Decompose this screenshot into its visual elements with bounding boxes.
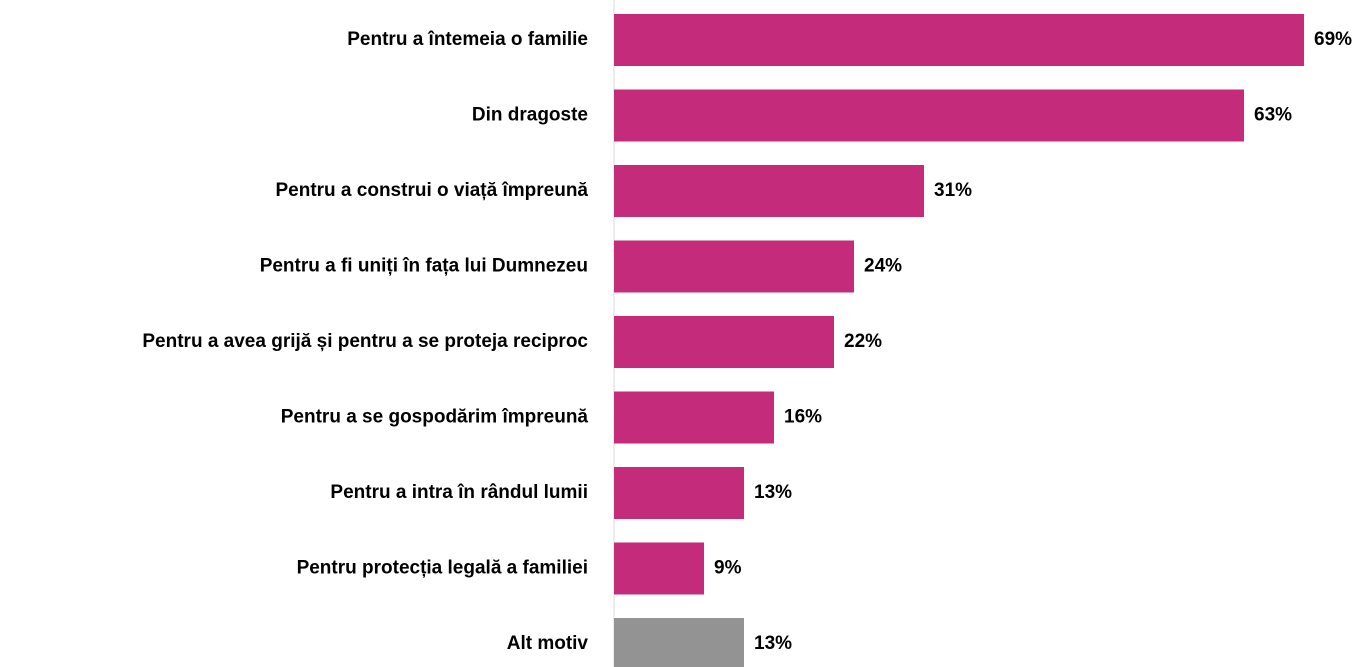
bar [614,14,1304,66]
category-label: Pentru a intra în rândul lumii [330,482,588,503]
category-label: Pentru a întemeia o familie [347,29,588,50]
bar [614,391,774,444]
bar [614,542,704,595]
bar [614,618,744,667]
category-label: Pentru a fi uniți în fața lui Dumnezeu [260,256,588,277]
bar [614,316,834,368]
value-label: 24% [864,256,902,277]
value-label: 69% [1314,29,1352,50]
value-label: 13% [754,633,792,654]
value-label: 63% [1254,105,1292,126]
category-label: Pentru protecția legală a familiei [297,558,588,579]
category-label: Alt motiv [507,633,589,654]
bar [614,165,924,217]
category-label: Pentru a se gospodărim împreună [281,407,589,428]
bar [614,240,854,293]
value-label: 31% [934,180,972,201]
bar [614,467,744,519]
value-label: 9% [714,558,742,579]
value-label: 16% [784,407,822,428]
category-label: Pentru a construi o viață împreună [275,180,588,201]
value-label: 22% [844,331,882,352]
category-label: Din dragoste [472,105,588,126]
category-label: Pentru a avea grijă și pentru a se prote… [142,331,588,352]
bar [614,89,1244,142]
value-label: 13% [754,482,792,503]
